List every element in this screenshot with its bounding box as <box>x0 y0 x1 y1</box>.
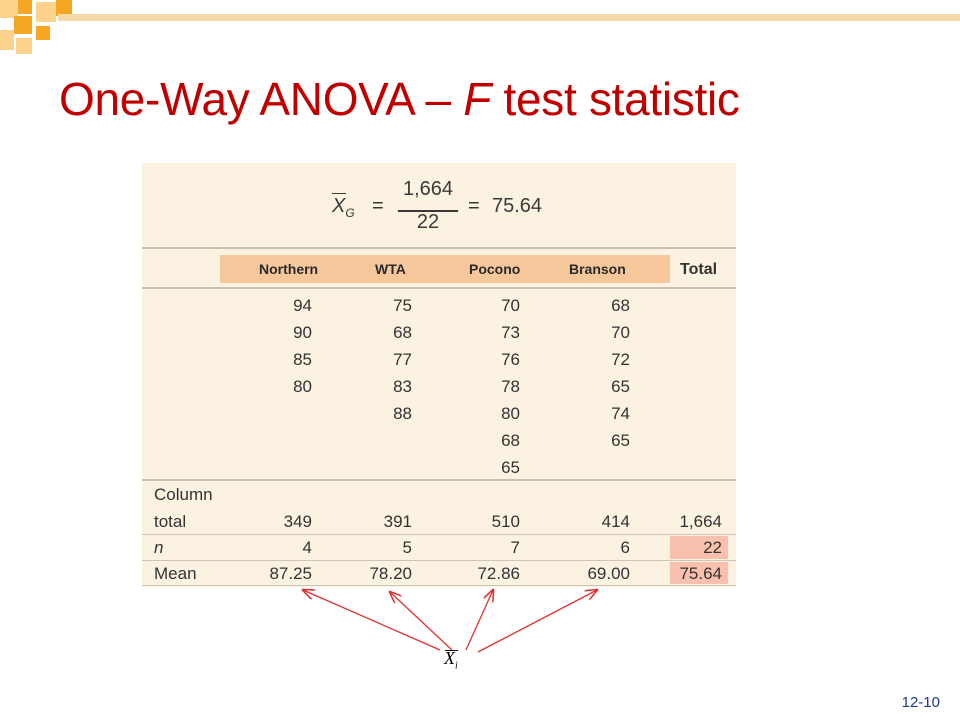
row-label-column: Column <box>154 485 213 504</box>
formula-numerator: 1,664 <box>402 178 454 200</box>
divider <box>142 560 736 561</box>
divider <box>142 287 736 289</box>
data-cell: 78 <box>501 377 520 396</box>
data-cell: 85 <box>293 350 312 369</box>
decorative-square <box>18 0 32 14</box>
decorative-square <box>36 26 50 40</box>
data-cell: 76 <box>501 350 520 369</box>
data-cell: 65 <box>501 458 520 477</box>
row-label-total: total <box>154 512 187 531</box>
column-header-total: Total <box>680 261 718 278</box>
arrow-to-wta-mean <box>390 592 453 651</box>
column-total-cell: 349 <box>283 512 312 531</box>
anova-table: XG = 1,664 22 = 75.64 Northern WTA Pocon… <box>142 163 736 587</box>
slide-title: One-Way ANOVA – F test statistic <box>59 73 740 125</box>
equals-sign: = <box>468 195 480 217</box>
decorative-square <box>36 2 56 22</box>
n-cell: 6 <box>620 538 630 557</box>
data-cell: 77 <box>393 350 412 369</box>
arrow-to-northern-mean <box>303 590 441 651</box>
data-cell: 90 <box>293 323 312 342</box>
divider <box>142 585 736 586</box>
column-total-cell: 391 <box>383 512 412 531</box>
data-cell: 74 <box>611 404 630 423</box>
column-total-cell: 414 <box>601 512 630 531</box>
formula-result: 75.64 <box>492 195 543 217</box>
data-cell: 80 <box>501 404 520 423</box>
data-cell: 68 <box>611 296 630 315</box>
row-label-n: n <box>154 538 164 557</box>
decorative-square <box>0 30 14 50</box>
equals-sign: = <box>372 195 384 217</box>
data-cell: 94 <box>293 296 312 315</box>
grand-mean-symbol: XG <box>332 193 355 220</box>
column-header-band <box>220 255 670 283</box>
data-cell: 80 <box>293 377 312 396</box>
mean-cell: 72.86 <box>477 564 520 583</box>
n-cell: 4 <box>302 538 312 557</box>
decorative-square <box>16 38 32 54</box>
grand-mean-cell: 75.64 <box>679 564 722 583</box>
decorative-square <box>0 0 18 18</box>
fraction-bar <box>398 210 458 212</box>
divider <box>142 534 736 535</box>
divider <box>142 479 736 481</box>
mean-cell: 87.25 <box>269 564 312 583</box>
data-cell: 73 <box>501 323 520 342</box>
data-cell: 65 <box>611 431 630 450</box>
formula-denominator: 22 <box>416 211 440 233</box>
highlight-n-total <box>670 536 728 559</box>
highlight-grand-mean <box>670 562 728 584</box>
n-total-cell: 22 <box>703 538 722 557</box>
data-cell: 68 <box>501 431 520 450</box>
grand-total-cell: 1,664 <box>679 512 722 531</box>
data-cell: 72 <box>611 350 630 369</box>
slide-number: 12-10 <box>901 694 940 711</box>
data-cell: 70 <box>611 323 630 342</box>
column-total-cell: 510 <box>491 512 520 531</box>
data-cell: 70 <box>501 296 520 315</box>
divider <box>142 247 736 249</box>
decorative-square <box>56 0 72 16</box>
mean-cell: 69.00 <box>587 564 630 583</box>
decorative-bar <box>58 14 960 21</box>
column-header-pocono: Pocono <box>469 261 521 277</box>
column-header-branson: Branson <box>569 261 626 277</box>
column-header-wta: WTA <box>375 261 406 277</box>
n-cell: 5 <box>402 538 412 557</box>
data-cell: 68 <box>393 323 412 342</box>
decorative-square <box>14 16 32 34</box>
row-label-mean: Mean <box>154 564 197 583</box>
group-mean-symbol: Xi <box>444 648 458 672</box>
arrow-to-pocono-mean <box>465 590 493 651</box>
n-cell: 7 <box>510 538 520 557</box>
column-header-northern: Northern <box>259 261 319 277</box>
data-cell: 65 <box>611 377 630 396</box>
arrow-to-branson-mean <box>477 590 597 653</box>
data-cell: 83 <box>393 377 412 396</box>
mean-cell: 78.20 <box>369 564 412 583</box>
data-cell: 75 <box>393 296 412 315</box>
data-cell: 88 <box>393 404 412 423</box>
